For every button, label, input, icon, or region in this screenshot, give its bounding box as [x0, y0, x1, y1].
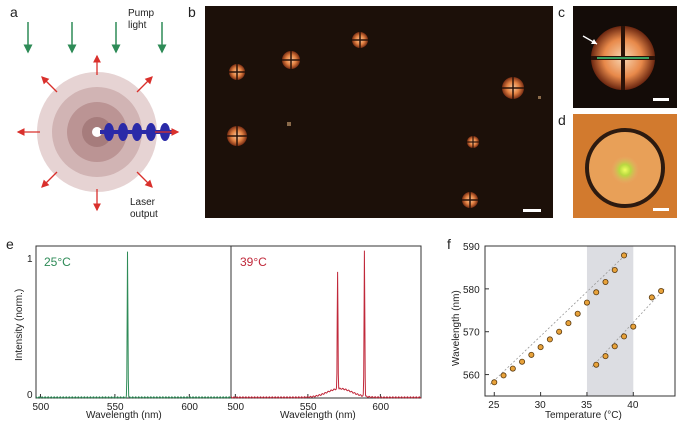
micrograph-c — [573, 6, 677, 108]
droplet-group — [227, 32, 524, 208]
spectra-plot: Intensity (norm.) 1 0 25°C 39°C 500 550 60… — [14, 245, 422, 421]
data-point — [583, 299, 590, 306]
laser-label-line1: Laser — [130, 197, 156, 208]
chart-ylabel: Wavelength (nm) — [451, 290, 462, 366]
speck — [538, 96, 541, 99]
laser-wave — [100, 123, 172, 141]
temperature-chart: 25 30 35 40 560 570 580 590 Temperature (°C) Wa… — [451, 242, 676, 421]
spectrum-right-trace — [231, 250, 422, 399]
data-point — [574, 310, 581, 317]
panel-label-b: b — [188, 4, 196, 20]
data-point — [602, 279, 609, 286]
laser-label-line2: output — [130, 209, 158, 220]
laser-arrow — [136, 171, 153, 188]
schematic-diagram: Pump light Laser output — [16, 8, 180, 220]
x-tick-label: 550 — [300, 402, 317, 413]
data-point — [611, 343, 618, 350]
data-point — [658, 288, 665, 295]
spectrum-right-xlabel: Wavelength (nm) — [280, 410, 356, 421]
data-point — [621, 252, 628, 259]
x-tick-label: 500 — [227, 402, 244, 413]
panel-label-d: d — [558, 112, 566, 128]
shaded-region — [586, 246, 634, 396]
pump-label-line2: light — [128, 20, 147, 31]
spectrum-right-frame — [230, 245, 422, 399]
micrograph-d — [573, 114, 677, 218]
spectrum-left-trace — [36, 251, 232, 399]
spectrum-right-annotation: 39°C — [240, 255, 267, 269]
y-tick-bottom: 0 — [27, 390, 33, 401]
x-tick-label: 550 — [107, 402, 124, 413]
panel-label-f: f — [447, 236, 451, 252]
panel-label-a: a — [10, 4, 18, 20]
laser-arrow — [136, 76, 153, 93]
data-point — [621, 333, 628, 340]
data-point — [602, 353, 609, 360]
x-tick-label: 500 — [32, 402, 49, 413]
pump-label-line1: Pump — [128, 8, 155, 19]
data-point — [565, 320, 572, 327]
y-tick-top: 1 — [27, 254, 33, 265]
data-point — [528, 351, 535, 358]
data-point — [556, 328, 563, 335]
y-tick-label: 570 — [463, 328, 480, 339]
data-point — [593, 361, 600, 368]
scale-bar — [653, 208, 669, 211]
data-point — [648, 294, 655, 301]
scale-bar — [523, 209, 541, 212]
laser-arrow — [41, 171, 58, 188]
chart-xlabel: Temperature (°C) — [545, 410, 622, 421]
data-point — [500, 372, 507, 379]
x-tick-label: 35 — [581, 400, 593, 411]
spectrum-left-xlabel: Wavelength (nm) — [86, 410, 162, 421]
x-tick-label: 600 — [372, 402, 389, 413]
panel-label-e: e — [6, 236, 14, 252]
data-point — [630, 323, 637, 330]
y-tick-label: 580 — [463, 285, 480, 296]
data-point — [546, 336, 553, 343]
data-point — [519, 358, 526, 365]
y-tick-label: 560 — [463, 371, 480, 382]
speck — [287, 122, 291, 126]
panel-label-c: c — [558, 4, 565, 20]
data-point — [509, 365, 516, 372]
spectrum-left-annotation: 25°C — [44, 255, 71, 269]
y-tick-label: 590 — [463, 242, 480, 253]
scale-bar — [653, 98, 669, 101]
droplet-center — [92, 127, 102, 137]
x-tick-label: 25 — [488, 400, 500, 411]
x-tick-label: 40 — [627, 400, 639, 411]
data-point — [593, 289, 600, 296]
y-axis-label: Intensity (norm.) — [14, 289, 25, 361]
data-point — [611, 266, 618, 273]
x-tick-label: 600 — [181, 402, 198, 413]
chart-frame — [484, 245, 676, 397]
data-point — [537, 344, 544, 351]
laser-arrow — [41, 76, 58, 93]
x-tick-label: 30 — [535, 400, 547, 411]
data-point — [491, 379, 498, 386]
micrograph-b — [205, 6, 553, 218]
